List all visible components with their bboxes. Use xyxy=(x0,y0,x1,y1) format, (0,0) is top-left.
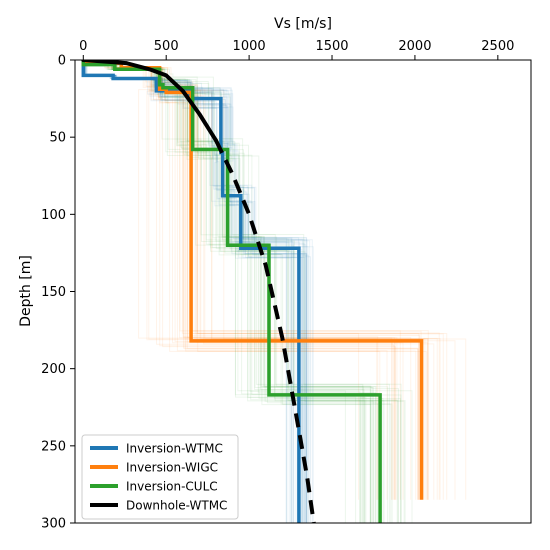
y-tick-label: 0 xyxy=(58,54,66,69)
y-tick-label: 250 xyxy=(41,439,66,454)
x-axis-label: Vs [m/s] xyxy=(274,16,332,32)
y-axis-ticks: 0 50 100 150 200 250 300 xyxy=(41,54,75,532)
x-tick-label: 500 xyxy=(154,39,179,54)
ensemble-profile xyxy=(92,60,405,523)
ensemble-profile xyxy=(82,60,395,500)
y-tick-label: 150 xyxy=(41,285,66,300)
ensemble-profile xyxy=(82,60,361,523)
x-tick-label: 0 xyxy=(79,39,87,54)
ensemble-profile xyxy=(82,60,365,523)
ensemble-profile xyxy=(82,60,404,500)
legend-entry: Inversion-WIGC xyxy=(126,461,218,475)
y-tick-label: 200 xyxy=(41,362,66,377)
x-tick-label: 2000 xyxy=(398,39,431,54)
ensemble-profile xyxy=(85,60,399,523)
y-tick-label: 100 xyxy=(41,208,66,223)
ensemble-profile xyxy=(82,60,396,500)
ensemble-profile xyxy=(82,60,372,523)
ensemble-profile xyxy=(84,60,392,523)
ensemble-profile xyxy=(82,60,398,500)
legend-entry: Inversion-CULC xyxy=(126,480,218,494)
x-tick-label: 1500 xyxy=(315,39,348,54)
downhole-solid-line xyxy=(81,60,218,143)
ensemble-profile xyxy=(82,60,376,523)
ensemble-profile xyxy=(82,60,396,500)
downhole-dashed-line xyxy=(214,139,316,523)
ensemble-profile xyxy=(82,60,346,523)
profile-inversion-wtmc xyxy=(81,60,301,523)
legend-box xyxy=(81,434,239,520)
profile-lines xyxy=(81,60,424,523)
ensemble-profile xyxy=(82,60,420,500)
ensemble-profile xyxy=(82,60,396,500)
y-axis-label: Depth [m] xyxy=(18,255,34,327)
ensemble-profile xyxy=(82,60,366,523)
legend: Inversion-WTMC Inversion-WIGC Inversion-CU… xyxy=(81,434,239,520)
x-tick-label: 1000 xyxy=(233,39,266,54)
x-axis-ticks: 0 500 1000 1500 2000 2500 xyxy=(79,39,514,60)
y-tick-label: 300 xyxy=(41,517,66,532)
x-tick-label: 2500 xyxy=(481,39,514,54)
legend-entry: Downhole-WTMC xyxy=(126,499,227,513)
legend-entry: Inversion-WTMC xyxy=(126,442,223,456)
y-tick-label: 50 xyxy=(49,131,66,146)
